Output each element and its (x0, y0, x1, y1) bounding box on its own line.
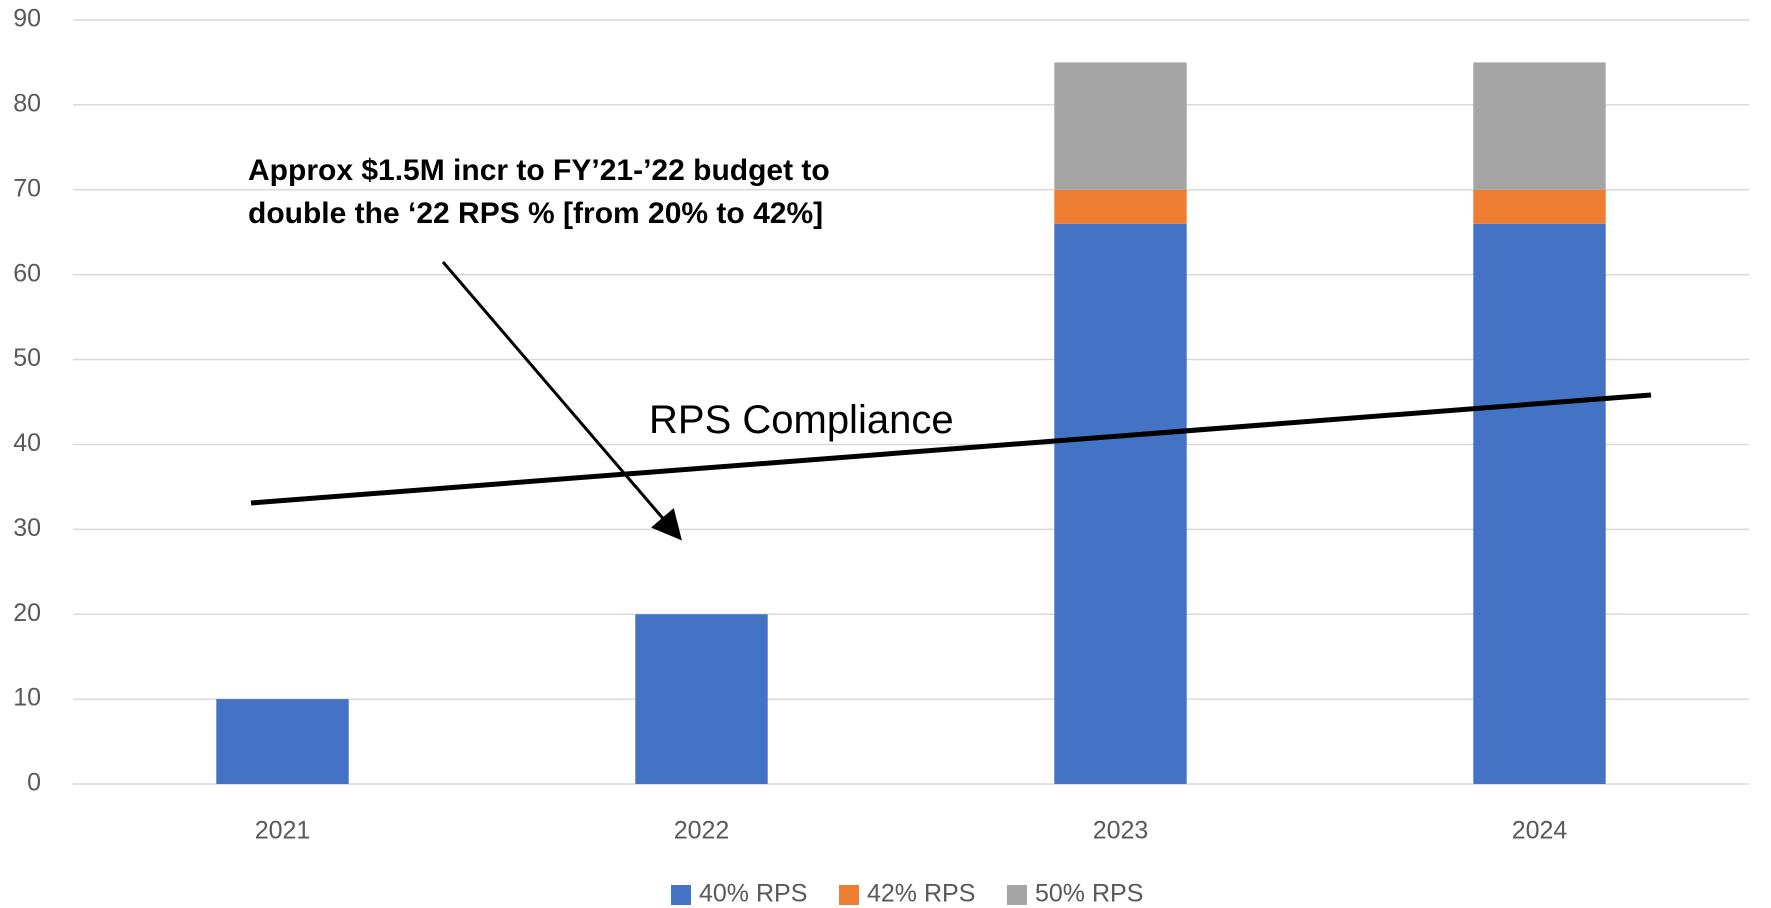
legend-swatch (839, 885, 859, 905)
annotation: double the ‘22 RPS % [from 20% to 42%] (248, 197, 823, 230)
legend-swatch (1007, 885, 1027, 905)
y-tick-label: 40 (13, 429, 41, 457)
y-tick-label: 70 (13, 174, 41, 202)
grid (73, 19, 1749, 785)
y-tick-label: 80 (13, 89, 41, 117)
x-tick-label: 2022 (674, 817, 730, 845)
trend-label: RPS Compliance (649, 398, 954, 442)
y-tick-label: 20 (13, 599, 41, 627)
bar-segment (1054, 223, 1187, 784)
bars (216, 62, 1606, 784)
bar-segment (1054, 62, 1187, 190)
bar-segment (1473, 189, 1606, 224)
annotation: Approx $1.5M incr to FY’21-’22 budget to (248, 154, 830, 187)
bar-segment (635, 614, 768, 784)
y-tick-label: 50 (13, 344, 41, 372)
x-tick-label: 2024 (1512, 817, 1568, 845)
bar-segment (1473, 223, 1606, 784)
y-tick-label: 60 (13, 259, 41, 287)
y-tick-label: 10 (13, 684, 41, 712)
trend-line (250, 392, 1652, 506)
legend-label: 50% RPS (1035, 880, 1143, 908)
legend-swatch (671, 885, 691, 905)
x-tick-label: 2023 (1093, 817, 1149, 845)
y-tick-label: 30 (13, 514, 41, 542)
arrow (441, 261, 682, 541)
bar-segment (216, 699, 349, 784)
legend-label: 42% RPS (867, 880, 975, 908)
legend-label: 40% RPS (699, 880, 807, 908)
y-tick-label: 90 (13, 5, 41, 33)
y-tick-label: 0 (27, 769, 41, 797)
bar-segment (1473, 62, 1606, 190)
x-tick-label: 2021 (255, 817, 311, 845)
bar-segment (1054, 189, 1187, 224)
